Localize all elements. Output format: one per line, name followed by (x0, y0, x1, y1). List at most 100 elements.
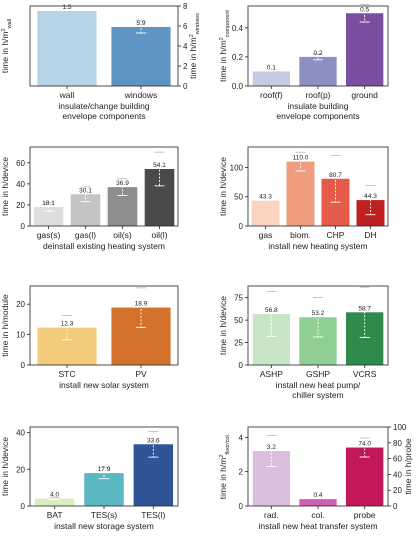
x-axis-label: insulate/change building envelope compone… (58, 101, 149, 121)
bar-gas (251, 200, 280, 226)
y-tick-label: 75 (234, 294, 243, 303)
chart-panel-6: 56.8 ASHP 53.2 GSHP 58.7 VCRS 0 25 50 75 time in h… (218, 285, 389, 400)
data-label-roof(f): 0.1 (267, 64, 276, 71)
y-axis-label: time in h/device (0, 437, 10, 496)
data-label-probe: 74.0 (358, 441, 371, 448)
y-tick-label: 60 (16, 159, 25, 168)
y-tick-label: 0.0 (232, 82, 244, 91)
bar-wall (37, 11, 97, 86)
data-label-ASHP: 56.8 (265, 307, 278, 314)
bar-biom. (286, 161, 315, 226)
x-tick-label-DH: DH (364, 230, 376, 240)
data-label-CHP: 80.7 (329, 172, 342, 179)
data-label-DH: 44.3 (364, 193, 377, 200)
x-tick-label-STC: STC (59, 369, 76, 379)
plot-frame (247, 426, 389, 507)
bar-gas(l) (70, 194, 101, 226)
y-tick-label: 25 (234, 339, 243, 348)
y-tick-label: 0 (239, 222, 244, 231)
bar-gas(s) (33, 206, 64, 226)
x-tick-label-PV: PV (135, 369, 147, 379)
bar-TES(l) (133, 444, 174, 506)
x-tick-label-oil(s): oil(s) (113, 230, 132, 240)
y-axis-label: time in h/m2floor/col. (218, 433, 231, 499)
chart-panel-8: 3.2rad.0.4col.74.0probe024020406080100ti… (218, 423, 413, 531)
x-tick-label-windows: windows (124, 90, 158, 100)
data-label-VCRS: 58.7 (358, 305, 371, 312)
y-tick-label: 100 (230, 163, 244, 172)
plot-frame (29, 426, 179, 507)
chart-panel-4: 43.3 gas 110.0 biom. 80.7 CHP 44.3 DH 0 50 100time… (218, 146, 389, 251)
bar-ASHP (252, 314, 290, 365)
y-tick-label: 50 (234, 193, 243, 202)
bar-col. (299, 499, 337, 506)
x-axis-label: insulate building envelope components (276, 101, 359, 121)
y-tick-label: 20 (16, 465, 25, 474)
y-axis-label: time in h/m2wall (0, 19, 13, 73)
y-axis-label: time in h/probe (403, 438, 413, 494)
y-right-tick-label: 20 (393, 486, 402, 495)
plot-frame (29, 285, 179, 366)
data-label-roof(p): 0.2 (313, 50, 322, 57)
x-tick-label-gas(l): gas(l) (75, 230, 96, 240)
bar-roof(f) (252, 71, 290, 86)
x-axis-label: install new heat pump/chiller system (276, 380, 361, 400)
y-tick-label: 0 (21, 502, 26, 511)
x-tick-label-TES(s): TES(s) (91, 510, 118, 520)
y-right-tick-label: 0 (183, 82, 188, 91)
x-axis-label: install new solar system (59, 380, 149, 390)
x-tick-label-oil(l): oil(l) (151, 230, 167, 240)
x-tick-label-biom.: biom. (290, 230, 311, 240)
bar-TES(s) (84, 473, 124, 506)
plot-frame (247, 285, 389, 366)
y-tick-label: 0.2 (232, 53, 244, 62)
chart-panel-5: 12.3 STC 18.9 PV 0 10 20 time in h/module instal… (0, 285, 179, 390)
data-label-gas: 43.3 (259, 194, 272, 201)
y-right-tick-label: 0 (393, 502, 398, 511)
bar-BAT (34, 498, 75, 506)
data-label-oil(s): 36.9 (116, 180, 129, 187)
data-label-BAT: 4.0 (50, 492, 59, 499)
x-tick-label-CHP: CHP (327, 230, 345, 240)
y-tick-label: 0 (21, 222, 26, 231)
y-right-tick-label: 60 (393, 455, 402, 464)
data-label-ground: 0.5 (360, 6, 369, 13)
x-tick-label-TES(l): TES(l) (141, 510, 165, 520)
data-label-biom.: 110.0 (293, 155, 309, 162)
x-tick-label-BAT: BAT (47, 510, 63, 520)
x-tick-label-gas(s): gas(s) (37, 230, 61, 240)
x-tick-label-wall: wall (59, 90, 75, 100)
x-tick-label-roof(f): roof(f) (260, 90, 283, 100)
y-tick-label: 4 (239, 433, 244, 442)
plot-frame (29, 146, 179, 227)
y-right-tick-label: 80 (393, 439, 402, 448)
y-right-tick-label: 2 (183, 62, 188, 71)
x-tick-label-gas: gas (259, 230, 273, 240)
y-axis-label: time in h/device (0, 157, 10, 216)
chart-panel-7: 4.0 BAT 17.9 TES(s) 33.6 TES(l) 0 20 40 time in h… (0, 426, 179, 531)
bar-ground (346, 13, 384, 86)
bar-GSHP (299, 317, 337, 365)
y-tick-label: 2 (239, 468, 244, 477)
x-tick-label-VCRS: VCRS (353, 369, 377, 379)
y-tick-label: 40 (16, 429, 25, 438)
data-label-TES(l): 33.6 (147, 437, 160, 444)
data-label-GSHP: 53.2 (312, 310, 325, 317)
y-tick-label: 0 (21, 361, 26, 370)
bar-roof(p) (299, 56, 337, 86)
y-axis-label: time in h/m2component (218, 10, 231, 82)
x-tick-label-ground: ground (351, 90, 378, 100)
data-label-TES(s): 17.9 (98, 466, 111, 473)
y-tick-label: 0.4 (232, 24, 244, 33)
y-right-tick-label: 40 (393, 470, 402, 479)
y-right-tick-label: 8 (183, 2, 188, 11)
plot-frame (247, 5, 389, 87)
y-axis-label: time in h/m2windows (188, 13, 201, 79)
x-tick-label-rad.: rad. (264, 510, 279, 520)
y-right-tick-label: 6 (183, 22, 188, 31)
y-right-tick-label: 100 (393, 423, 407, 432)
y-tick-label: 20 (16, 300, 25, 309)
y-tick-label: 0 (239, 502, 244, 511)
x-axis-label: install new heat transfer system (258, 521, 377, 531)
